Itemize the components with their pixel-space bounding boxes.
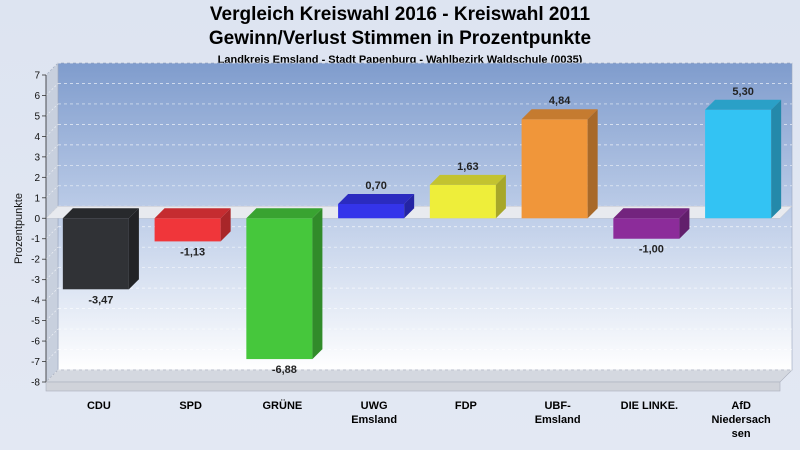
- grid-line-side: [45, 369, 59, 383]
- x-tick-label: UBF-Emsland: [535, 400, 581, 426]
- y-tick-label: -3: [31, 275, 40, 286]
- y-tick-label: -8: [31, 378, 40, 389]
- y-tick-label: 0: [34, 214, 40, 225]
- x-tick-label: GRÜNE: [263, 399, 303, 412]
- x-tick-label: CDU: [87, 400, 111, 412]
- bar-side: [495, 174, 506, 219]
- bar-side: [128, 208, 139, 290]
- x-tick-label: SPD: [179, 400, 202, 412]
- bar-top: [613, 208, 690, 219]
- plot-floor-edge: [45, 381, 781, 392]
- grid-line-side: [45, 328, 59, 342]
- grid-line-side: [45, 124, 59, 137]
- y-tick-label: -1: [31, 234, 40, 245]
- y-tick-label: -6: [31, 337, 40, 348]
- grid-line-side: [45, 185, 59, 199]
- y-tick-label: 4: [34, 132, 40, 143]
- bar: [429, 184, 496, 219]
- grid-line-side: [45, 144, 59, 158]
- bar-top: [246, 208, 323, 219]
- plot-side-wall: [45, 62, 59, 383]
- bar-side: [404, 193, 415, 219]
- bar: [246, 218, 313, 360]
- y-tick-label: 5: [34, 111, 40, 122]
- bar-value-label: -3,47: [88, 294, 113, 306]
- grid-line-side: [45, 62, 59, 76]
- grid-line-side: [45, 349, 59, 362]
- bar-top: [705, 99, 782, 110]
- bar: [705, 109, 772, 219]
- y-axis-label: Prozentpunkte: [13, 193, 25, 264]
- y-tick-label: -7: [31, 357, 40, 368]
- bar-value-label: -1,13: [180, 246, 205, 258]
- x-tick-label: UWG Emsland: [351, 400, 397, 426]
- grid-line-side: [45, 267, 59, 280]
- y-tick-label: -2: [31, 255, 40, 266]
- bar-value-label: -1,00: [639, 244, 664, 256]
- bar: [62, 218, 129, 290]
- grid-line-side: [45, 83, 59, 96]
- grid-line-side: [45, 246, 59, 260]
- x-tick-label: FDP: [455, 400, 477, 412]
- bar-side: [587, 109, 598, 219]
- x-tick-label: DIE LINKE.: [621, 400, 678, 412]
- bar: [613, 218, 680, 239]
- grid-line-side: [45, 165, 59, 178]
- bar: [338, 203, 405, 219]
- bar-side: [220, 208, 231, 242]
- y-tick-label: -5: [31, 316, 40, 327]
- grid-line-side: [45, 287, 59, 301]
- chart-subtitle: Gewinn/Verlust Stimmen in Prozentpunkte: [208, 28, 592, 49]
- bar-side: [312, 208, 323, 360]
- bar-top: [62, 208, 139, 219]
- bar-value-label: 4,84: [549, 95, 571, 107]
- bar-value-label: 0,70: [365, 180, 386, 192]
- y-tick-label: 2: [34, 173, 40, 184]
- bar-side: [679, 208, 690, 239]
- y-tick-label: 6: [34, 91, 40, 102]
- bar-value-label: 1,63: [457, 161, 478, 173]
- y-tick-label: 3: [34, 152, 40, 163]
- chart-title: Vergleich Kreiswahl 2016 - Kreiswahl 201…: [209, 4, 591, 25]
- y-tick-label: 7: [34, 71, 40, 82]
- plot-floor: [45, 369, 793, 383]
- bar: [521, 119, 588, 219]
- bar-top: [521, 109, 598, 120]
- y-tick-label: 1: [34, 193, 40, 204]
- y-tick-label: -4: [31, 296, 40, 307]
- bar-side: [771, 99, 782, 219]
- bar-value-label: -6,88: [272, 364, 297, 376]
- bar-top: [154, 208, 231, 219]
- grid-line-side: [45, 308, 59, 321]
- bar-top: [338, 193, 415, 204]
- bar: [154, 218, 221, 242]
- x-tick-label: AfD Niedersach sen: [711, 400, 771, 440]
- bar-top: [429, 174, 506, 185]
- grid-line-side: [45, 226, 59, 239]
- bar-value-label: 5,30: [732, 86, 753, 98]
- grid-line-side: [45, 103, 59, 117]
